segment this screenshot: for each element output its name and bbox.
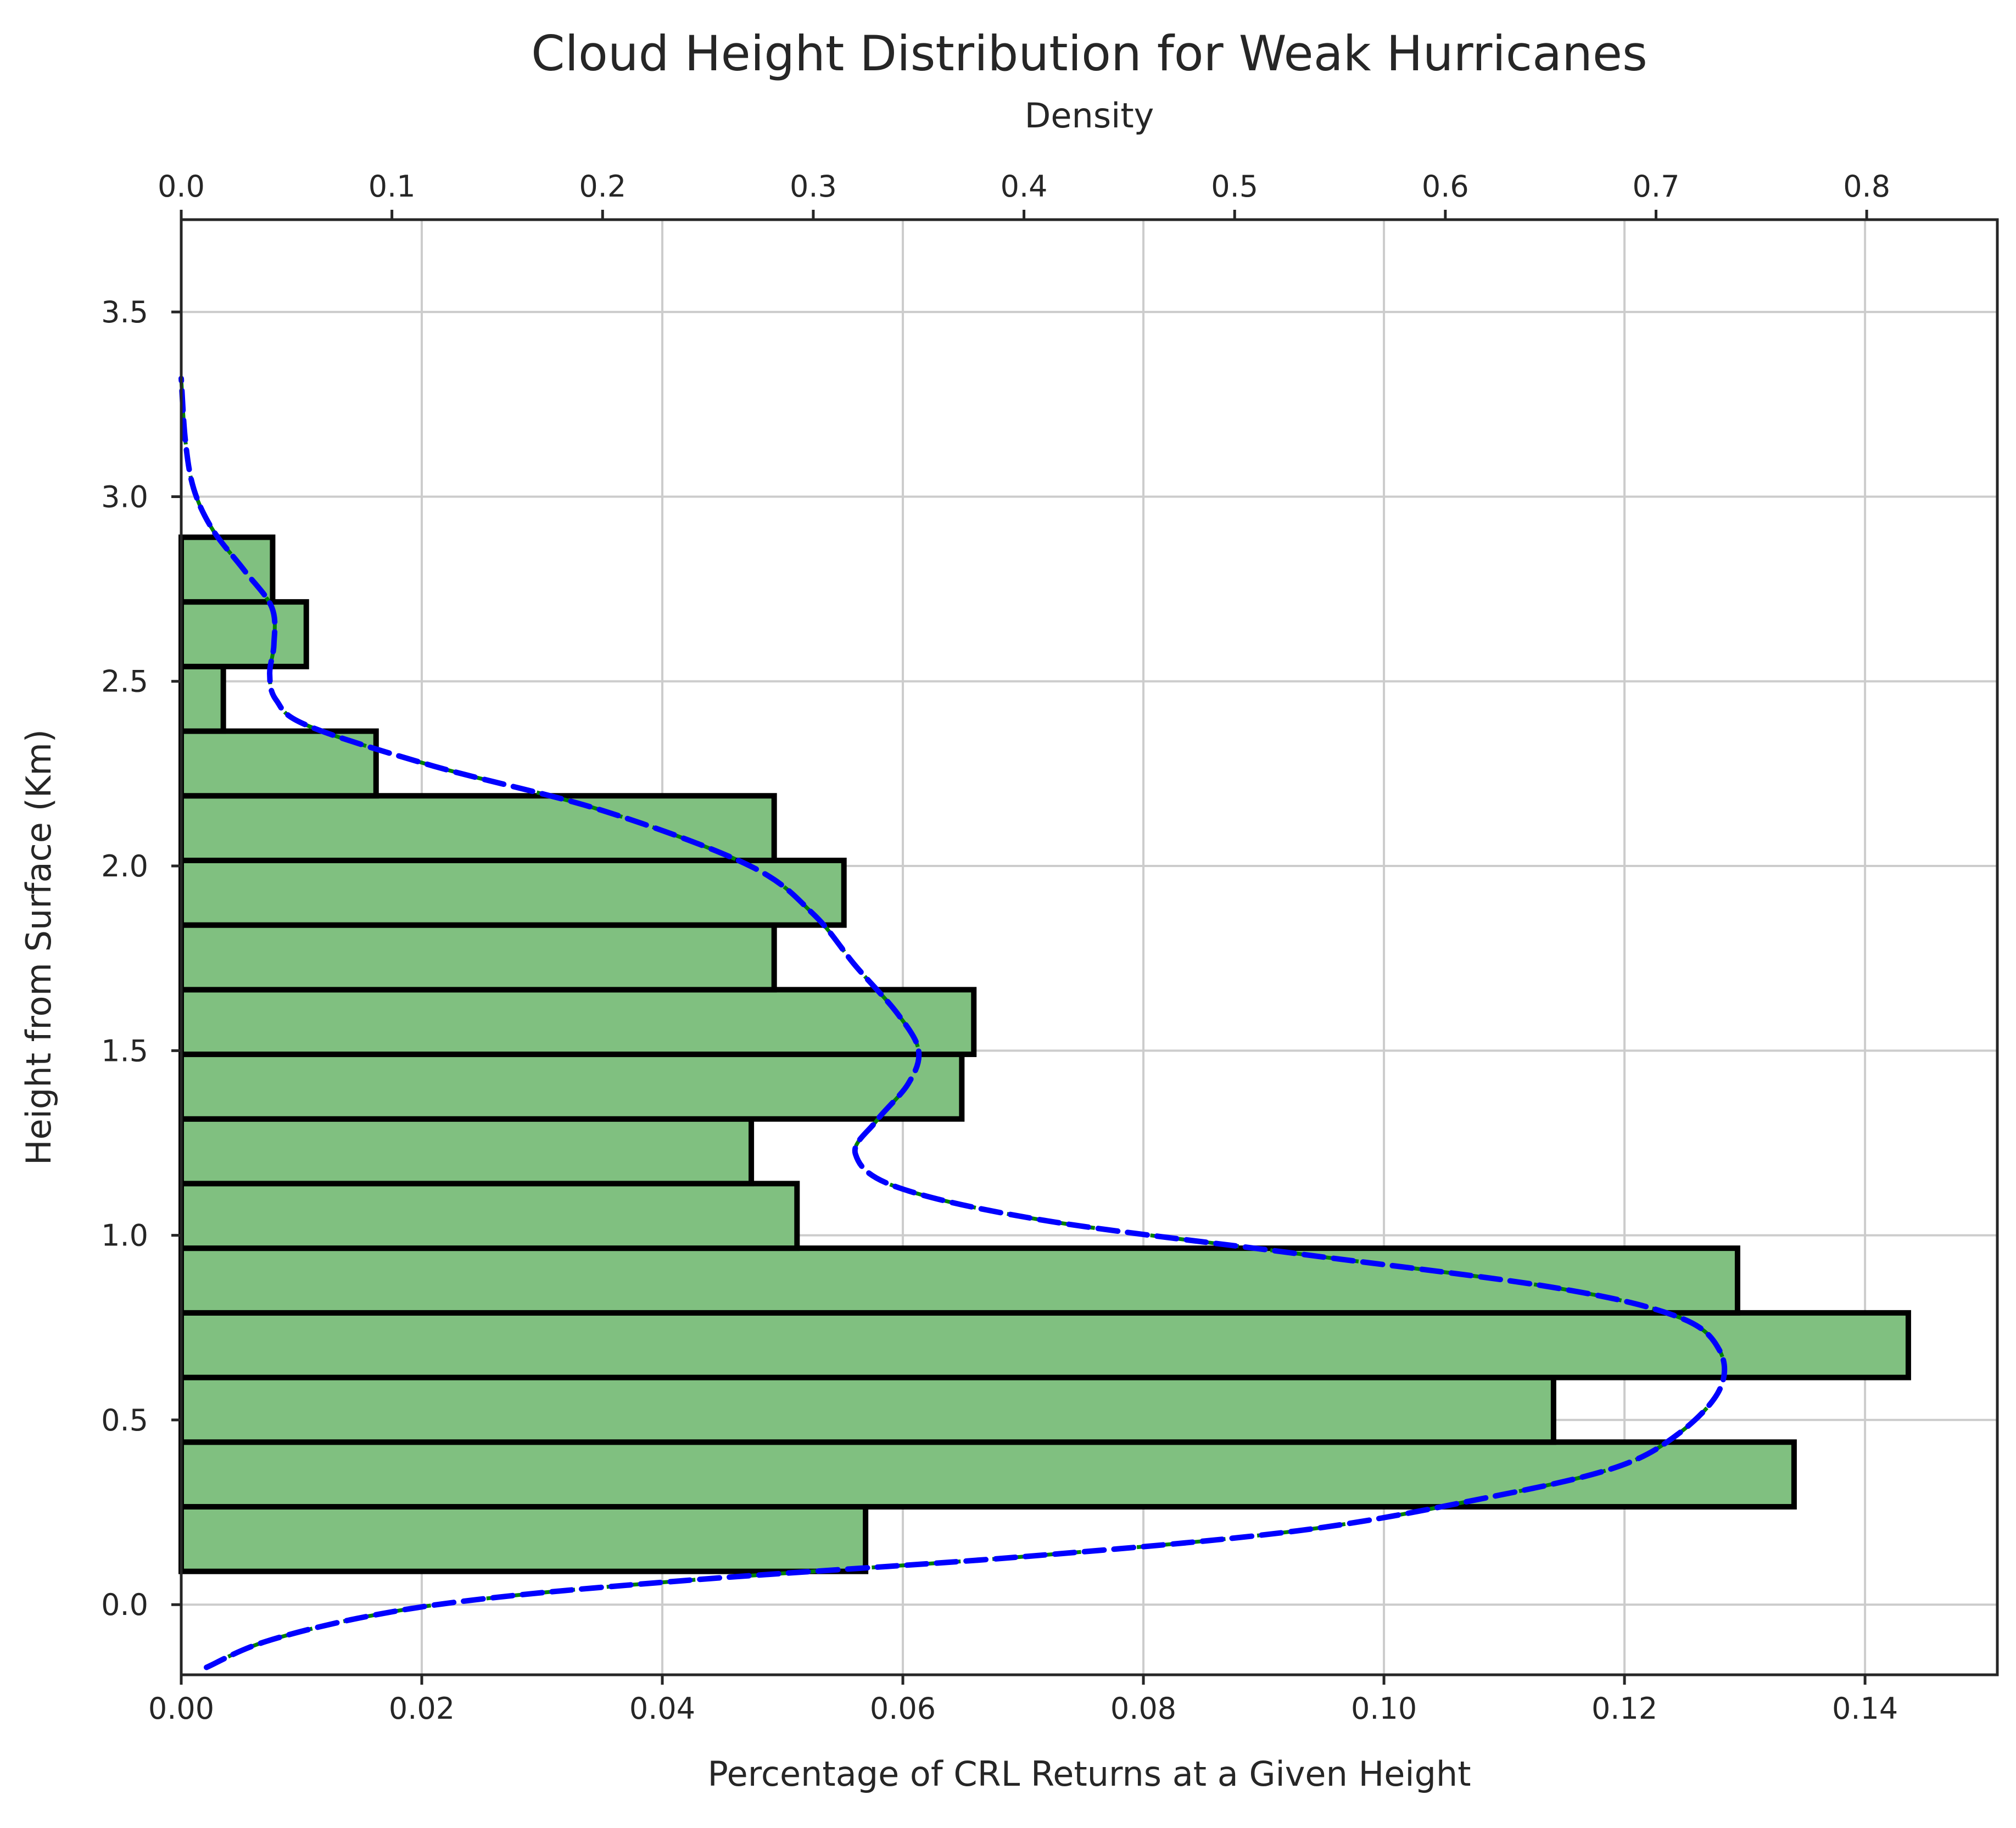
chart-title: Cloud Height Distribution for Weak Hurri… <box>531 25 1648 82</box>
x-axis-label: Percentage of CRL Returns at a Given Hei… <box>707 1754 1471 1794</box>
axis-ticks: 0.00 0.02 0.04 0.06 0.08 0.10 0.12 0.14 0.0 0.5 1.… <box>101 169 1898 1726</box>
top-axis-label: Density <box>1025 96 1154 136</box>
y-tick-label: 0.0 <box>101 1587 148 1622</box>
y-tick-label: 1.5 <box>101 1033 148 1068</box>
density-curve <box>178 376 1728 1670</box>
top-tick-label: 0.6 <box>1422 169 1469 204</box>
histogram-bar <box>178 534 276 605</box>
top-tick-label: 0.2 <box>579 169 626 204</box>
y-tick-label: 2.5 <box>101 664 148 699</box>
histogram-bar <box>178 1310 1911 1380</box>
x-tick-label: 0.04 <box>629 1691 695 1726</box>
plot-frame <box>180 218 1999 1676</box>
histogram-bar <box>178 599 309 669</box>
y-tick-label: 1.0 <box>101 1218 148 1253</box>
histogram-bar <box>178 1374 1556 1445</box>
histogram-bar <box>178 1181 800 1251</box>
x-tick-label: 0.02 <box>389 1691 455 1726</box>
histogram-bar <box>178 1245 1740 1316</box>
histogram-bar <box>178 987 977 1058</box>
histogram-bar <box>178 1503 869 1574</box>
top-tick-label: 0.0 <box>158 169 205 204</box>
y-tick-label: 2.0 <box>101 849 148 884</box>
x-tick-label: 0.14 <box>1832 1691 1898 1726</box>
top-tick-label: 0.8 <box>1843 169 1890 204</box>
x-tick-label: 0.06 <box>870 1691 936 1726</box>
histogram-bar <box>178 922 777 993</box>
x-tick-label: 0.12 <box>1591 1691 1657 1726</box>
top-tick-label: 0.4 <box>1001 169 1048 204</box>
y-tick-label: 3.5 <box>101 295 148 329</box>
density-curve-line <box>178 376 1728 1670</box>
top-tick-label: 0.5 <box>1211 169 1258 204</box>
histogram-bar <box>178 793 777 863</box>
y-tick-label: 0.5 <box>101 1403 148 1438</box>
top-tick-label: 0.1 <box>368 169 416 204</box>
histogram-bar <box>178 1439 1797 1510</box>
histogram-bar <box>178 857 847 928</box>
top-tick-label: 0.3 <box>790 169 837 204</box>
top-tick-label: 0.7 <box>1633 169 1680 204</box>
histogram-bar <box>178 663 226 734</box>
histogram-bar <box>178 1116 755 1187</box>
x-tick-label: 0.08 <box>1110 1691 1176 1726</box>
histogram-bars <box>178 534 1911 1574</box>
histogram-bar <box>178 1052 965 1122</box>
x-tick-label: 0.10 <box>1351 1691 1417 1726</box>
y-tick-label: 3.0 <box>101 479 148 514</box>
y-axis-label: Height from Surface (Km) <box>19 729 59 1165</box>
histogram-bar <box>178 728 379 799</box>
x-tick-label: 0.00 <box>148 1691 214 1726</box>
